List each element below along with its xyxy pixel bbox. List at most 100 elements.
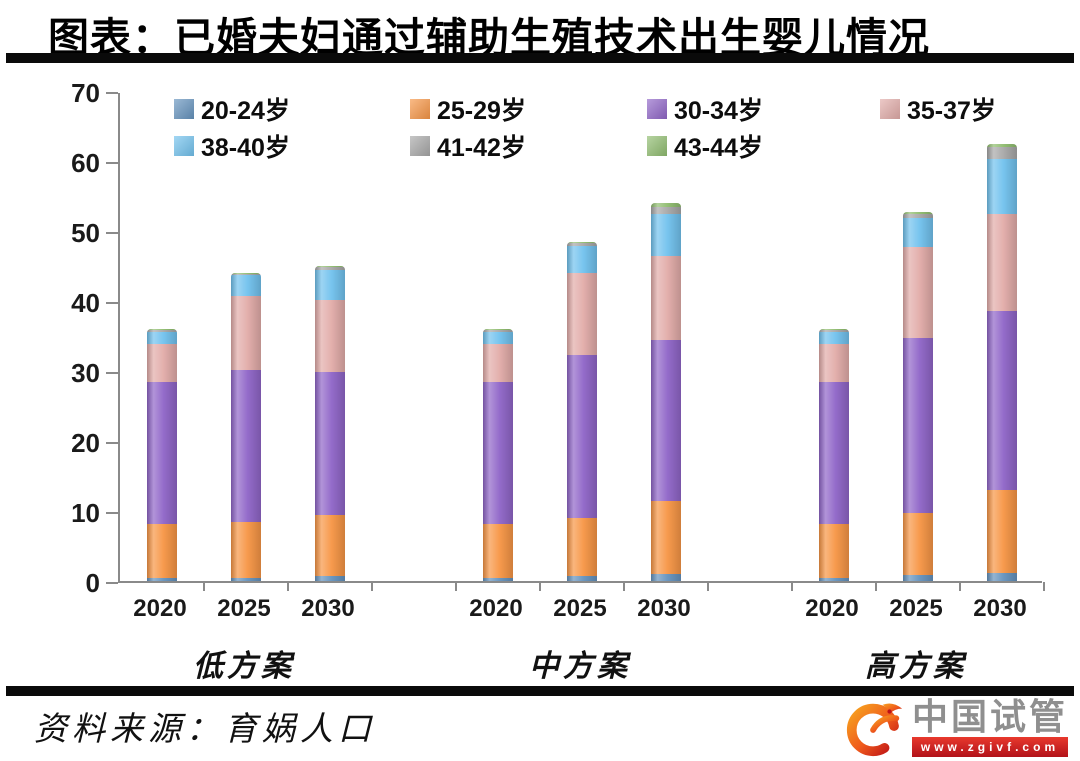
y-tick-mark bbox=[106, 442, 118, 444]
source-text: 资料来源：育娲人口 bbox=[34, 712, 376, 748]
y-tick-mark bbox=[106, 582, 118, 584]
legend-item: 38-40岁 bbox=[174, 132, 290, 162]
bar-segment-43-44岁 bbox=[147, 329, 177, 330]
bar-segment-25-29岁 bbox=[819, 524, 849, 578]
bar-segment-35-37岁 bbox=[147, 344, 177, 382]
bar-segment-35-37岁 bbox=[567, 273, 597, 355]
phoenix-logo-icon bbox=[846, 703, 903, 757]
x-tick-mark bbox=[623, 582, 625, 591]
x-tick-label: 2025 bbox=[553, 595, 607, 622]
logo: 中国试管 www.zgivf.com bbox=[844, 697, 1068, 759]
y-tick-label: 10 bbox=[71, 498, 100, 528]
bar-segment-30-34岁 bbox=[315, 371, 345, 515]
bar-segment-41-42岁 bbox=[819, 329, 849, 332]
bar-segment-25-29岁 bbox=[315, 514, 345, 577]
x-tick-mark bbox=[707, 582, 709, 591]
bar-segment-25-29岁 bbox=[987, 490, 1017, 573]
bar-segment-30-34岁 bbox=[147, 381, 177, 525]
x-tick-label: 2030 bbox=[973, 595, 1027, 622]
legend-item: 43-44岁 bbox=[647, 132, 763, 162]
bar-segment-30-34岁 bbox=[483, 381, 513, 525]
y-tick-label: 70 bbox=[71, 78, 100, 108]
bar-segment-38-40岁 bbox=[567, 246, 597, 273]
legend-swatch-icon bbox=[174, 136, 194, 156]
x-group-label: 低方案 bbox=[193, 650, 295, 683]
y-tick-label: 50 bbox=[71, 218, 100, 248]
stacked-bar bbox=[147, 329, 177, 581]
legend-item: 41-42岁 bbox=[410, 132, 526, 162]
bar-segment-41-42岁 bbox=[315, 266, 345, 270]
x-tick-mark bbox=[455, 582, 457, 591]
bar-segment-30-34岁 bbox=[987, 310, 1017, 490]
logo-name: 中国试管 bbox=[911, 696, 1068, 737]
stacked-bar bbox=[231, 273, 261, 581]
bar-segment-25-29岁 bbox=[567, 518, 597, 577]
bar-segment-38-40岁 bbox=[819, 331, 849, 345]
x-tick-mark bbox=[371, 582, 373, 591]
x-tick-label: 2030 bbox=[637, 595, 691, 622]
x-tick-mark bbox=[959, 582, 961, 591]
bar-segment-20-24岁 bbox=[903, 575, 933, 581]
legend-label: 38-40岁 bbox=[201, 134, 290, 162]
logo-url-banner: www.zgivf.com bbox=[911, 737, 1068, 757]
x-tick-mark bbox=[287, 582, 289, 591]
bar-segment-35-37岁 bbox=[987, 214, 1017, 311]
bar-segment-20-24岁 bbox=[315, 576, 345, 581]
bar-segment-25-29岁 bbox=[483, 524, 513, 578]
legend-swatch-icon bbox=[174, 99, 194, 119]
x-tick-mark bbox=[203, 582, 205, 591]
x-tick-label: 2020 bbox=[805, 595, 859, 622]
x-tick-mark bbox=[875, 582, 877, 591]
plot-area: 20-24岁 25-29岁 30-34岁 35-37岁 38-40岁 41-42岁 43-4… bbox=[118, 93, 1045, 591]
legend-label: 25-29岁 bbox=[437, 97, 526, 125]
legend-swatch-icon bbox=[880, 99, 900, 119]
x-tick-mark bbox=[1043, 582, 1045, 591]
stacked-bar bbox=[483, 329, 513, 581]
y-tick-label: 60 bbox=[71, 148, 100, 178]
bar-segment-25-29岁 bbox=[903, 513, 933, 576]
legend-item: 25-29岁 bbox=[410, 95, 526, 125]
legend-label: 30-34岁 bbox=[674, 97, 763, 125]
legend-item: 30-34岁 bbox=[647, 95, 763, 125]
bar-segment-20-24岁 bbox=[651, 574, 681, 581]
bar-segment-35-37岁 bbox=[483, 344, 513, 382]
bar-segment-43-44岁 bbox=[483, 329, 513, 330]
bar-segment-30-34岁 bbox=[567, 354, 597, 518]
y-tick-mark bbox=[106, 92, 118, 94]
bar-segment-41-42岁 bbox=[483, 329, 513, 332]
footer-divider bbox=[6, 686, 1074, 696]
bar-segment-35-37岁 bbox=[651, 255, 681, 340]
legend-label: 43-44岁 bbox=[674, 134, 763, 162]
bar-segment-41-42岁 bbox=[147, 329, 177, 332]
bar-segment-38-40岁 bbox=[315, 269, 345, 300]
bar-segment-35-37岁 bbox=[315, 299, 345, 372]
legend-label: 20-24岁 bbox=[201, 97, 290, 125]
legend-swatch-icon bbox=[410, 99, 430, 119]
logo-text: 中国试管 www.zgivf.com bbox=[911, 696, 1068, 757]
stacked-bar bbox=[903, 212, 933, 581]
legend-label: 41-42岁 bbox=[437, 134, 526, 162]
bar-segment-43-44岁 bbox=[567, 241, 597, 243]
legend-label: 35-37岁 bbox=[907, 97, 996, 125]
y-tick-label: 20 bbox=[71, 428, 100, 458]
bar-segment-38-40岁 bbox=[147, 331, 177, 345]
x-tick-label: 2030 bbox=[301, 595, 355, 622]
bar-segment-35-37岁 bbox=[903, 247, 933, 339]
y-tick-mark bbox=[106, 372, 118, 374]
bar-segment-25-29岁 bbox=[651, 500, 681, 574]
y-tick-label: 30 bbox=[71, 358, 100, 388]
x-tick-mark bbox=[791, 582, 793, 591]
bar-segment-43-44岁 bbox=[987, 143, 1017, 147]
bar-segment-38-40岁 bbox=[903, 218, 933, 248]
bar-segment-38-40岁 bbox=[231, 275, 261, 297]
bar-segment-20-24岁 bbox=[987, 572, 1017, 581]
bar-segment-41-42岁 bbox=[987, 147, 1017, 159]
y-tick-mark bbox=[106, 302, 118, 304]
bar-segment-43-44岁 bbox=[231, 273, 261, 274]
bar-segment-43-44岁 bbox=[315, 266, 345, 267]
bar-segment-35-37岁 bbox=[231, 296, 261, 371]
bar-segment-30-34岁 bbox=[651, 339, 681, 501]
bar-segment-38-40岁 bbox=[483, 331, 513, 345]
y-tick-mark bbox=[106, 232, 118, 234]
